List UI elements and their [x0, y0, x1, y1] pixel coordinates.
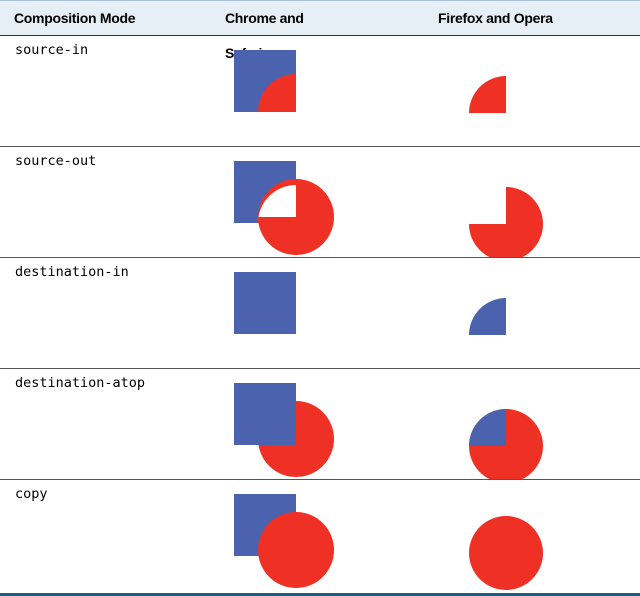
- firefox-opera-result: [469, 298, 506, 335]
- chrome-safari-result: [234, 161, 334, 255]
- firefox-opera-result: [469, 409, 543, 479]
- red-quarter-circle: [469, 76, 506, 113]
- firefox-opera-result: [469, 516, 543, 590]
- mode-label: destination-atop: [15, 375, 146, 391]
- table-row: source-in: [0, 36, 640, 147]
- chrome-safari-result: [234, 383, 334, 477]
- chrome-safari-result: [234, 50, 296, 112]
- table-row: source-out: [0, 147, 640, 258]
- chrome-safari-result: [234, 272, 296, 334]
- blue-quarter-circle: [469, 409, 506, 446]
- red-circle-missing-quarter: [469, 187, 543, 257]
- table-row: destination-atop: [0, 369, 640, 480]
- firefox-opera-result: [469, 76, 506, 113]
- chrome-safari-result: [234, 494, 334, 588]
- red-quarter-circle: [258, 74, 296, 112]
- mode-label: source-out: [15, 153, 97, 169]
- mode-label: source-in: [15, 42, 89, 58]
- blue-quarter-circle: [469, 298, 506, 335]
- mode-label: copy: [15, 486, 48, 502]
- red-circle: [469, 516, 543, 590]
- white-overlap: [258, 185, 296, 223]
- blue-square: [234, 383, 296, 445]
- mode-label: destination-in: [15, 264, 129, 280]
- table-header: Composition Mode Chrome and Safari Firef…: [0, 0, 640, 61]
- table-row: destination-in: [0, 258, 640, 369]
- firefox-opera-result: [469, 187, 543, 257]
- red-circle: [258, 512, 334, 588]
- header-firefox-opera: Firefox and Opera: [438, 10, 553, 26]
- header-chrome-safari: Chrome and Safari: [225, 10, 304, 61]
- blue-square: [234, 272, 296, 334]
- table-row: copy: [0, 480, 640, 596]
- header-composition-mode: Composition Mode: [14, 10, 136, 26]
